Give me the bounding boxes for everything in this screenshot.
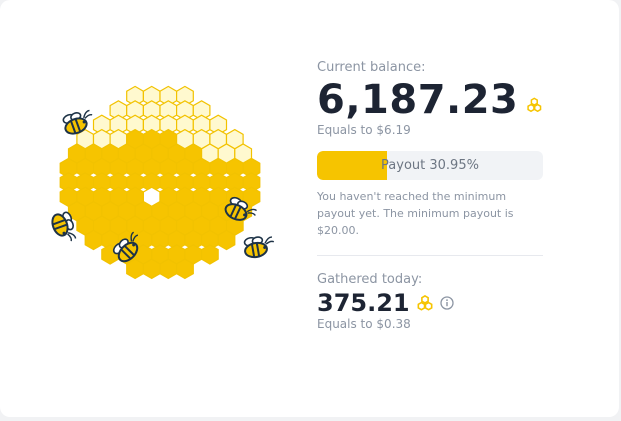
honeycomb-cell (192, 100, 211, 121)
payout-progress-label: Payout 30.95% (381, 158, 479, 173)
bee-icon (112, 231, 139, 263)
honeycomb-cell (176, 85, 194, 107)
payout-note: You haven't reached the minimum payout y… (317, 190, 514, 237)
bee-icon (243, 236, 275, 259)
honeycomb-cell (217, 229, 236, 251)
honeycomb-cell (142, 258, 161, 280)
payout-progress-fill (317, 151, 387, 180)
divider (317, 255, 543, 256)
gathered-today-value: 375.21 (317, 289, 410, 317)
honeycomb-cell (126, 258, 145, 280)
gathered-today-equals: Equals to $0.38 (317, 317, 411, 331)
honeycomb-cell (209, 114, 228, 136)
honeycomb-coin-icon (527, 97, 542, 113)
honeycomb-cell (84, 229, 103, 251)
payout-progress-bar: Payout 30.95% (317, 151, 543, 180)
honeycomb-cell (242, 157, 261, 179)
balance-value: 6,187.23 (317, 77, 519, 123)
current-balance-label: Current balance: (317, 60, 426, 75)
bee-icon (62, 109, 93, 135)
bee-icon (224, 196, 257, 221)
honeycomb-cell (201, 244, 219, 265)
balance-equals: Equals to $6.19 (317, 123, 411, 137)
honeycomb-cell (159, 258, 178, 280)
info-icon[interactable] (439, 296, 454, 310)
balance-panel: Current balance: 6,187.23 Equals to $6.1… (317, 60, 543, 331)
bee-icon (51, 211, 77, 242)
gathered-today-label: Gathered today: (317, 272, 423, 287)
gathered-today-row: 375.21 (317, 289, 543, 317)
honeycomb-cell (242, 172, 261, 193)
honeycomb-illustration (51, 85, 275, 280)
honeycomb-cell (176, 258, 194, 280)
balance-row: 6,187.23 (317, 77, 543, 123)
honeycomb-coin-icon (417, 295, 433, 311)
